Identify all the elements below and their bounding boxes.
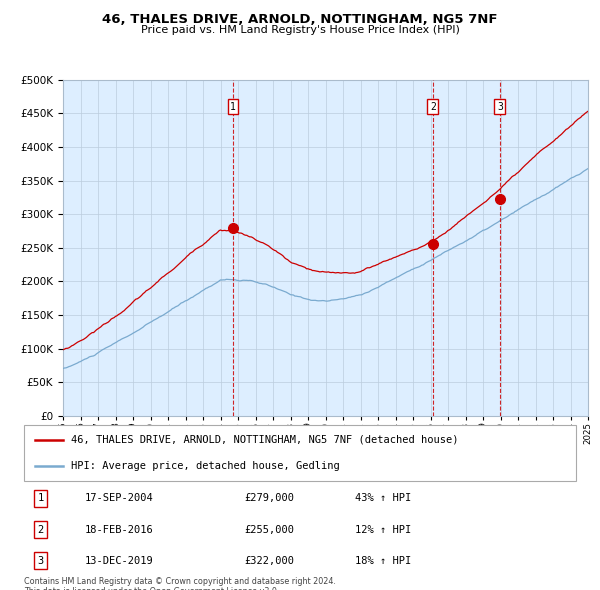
Text: 43% ↑ HPI: 43% ↑ HPI bbox=[355, 493, 412, 503]
Text: 13-DEC-2019: 13-DEC-2019 bbox=[85, 556, 154, 566]
Text: HPI: Average price, detached house, Gedling: HPI: Average price, detached house, Gedl… bbox=[71, 461, 340, 471]
Text: Contains HM Land Registry data © Crown copyright and database right 2024.
This d: Contains HM Land Registry data © Crown c… bbox=[24, 577, 336, 590]
Text: 46, THALES DRIVE, ARNOLD, NOTTINGHAM, NG5 7NF (detached house): 46, THALES DRIVE, ARNOLD, NOTTINGHAM, NG… bbox=[71, 435, 458, 445]
Text: 1: 1 bbox=[230, 101, 236, 112]
Text: 46, THALES DRIVE, ARNOLD, NOTTINGHAM, NG5 7NF: 46, THALES DRIVE, ARNOLD, NOTTINGHAM, NG… bbox=[102, 13, 498, 26]
Text: 18-FEB-2016: 18-FEB-2016 bbox=[85, 525, 154, 535]
Text: 3: 3 bbox=[37, 556, 44, 566]
Text: 1: 1 bbox=[37, 493, 44, 503]
Text: 3: 3 bbox=[497, 101, 503, 112]
Text: 18% ↑ HPI: 18% ↑ HPI bbox=[355, 556, 412, 566]
Text: 2: 2 bbox=[430, 101, 436, 112]
Text: £255,000: £255,000 bbox=[245, 525, 295, 535]
Text: Price paid vs. HM Land Registry's House Price Index (HPI): Price paid vs. HM Land Registry's House … bbox=[140, 25, 460, 35]
Text: 2: 2 bbox=[37, 525, 44, 535]
Text: 12% ↑ HPI: 12% ↑ HPI bbox=[355, 525, 412, 535]
Text: £279,000: £279,000 bbox=[245, 493, 295, 503]
Text: £322,000: £322,000 bbox=[245, 556, 295, 566]
Text: 17-SEP-2004: 17-SEP-2004 bbox=[85, 493, 154, 503]
FancyBboxPatch shape bbox=[24, 425, 576, 481]
